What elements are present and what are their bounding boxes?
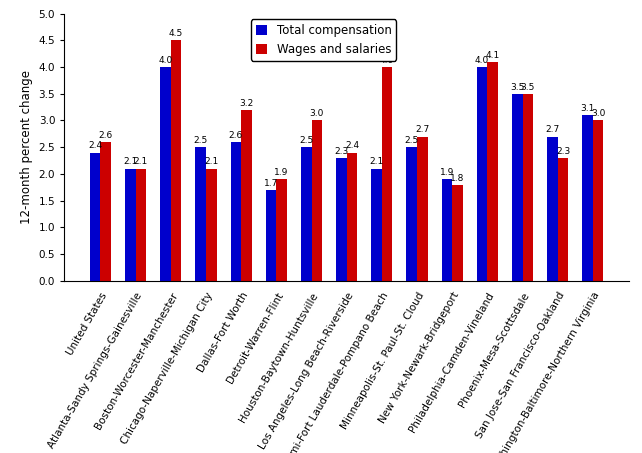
Text: 3.5: 3.5 — [521, 82, 535, 92]
Text: 1.7: 1.7 — [264, 179, 278, 188]
Bar — [582, 115, 593, 281]
Bar — [266, 190, 276, 281]
Text: 2.7: 2.7 — [545, 125, 560, 135]
Bar — [512, 94, 523, 281]
Bar — [311, 120, 322, 281]
Text: 3.0: 3.0 — [591, 109, 605, 118]
Text: 2.3: 2.3 — [334, 147, 349, 156]
Text: 2.4: 2.4 — [88, 141, 102, 150]
Bar — [160, 67, 171, 281]
Bar — [241, 110, 252, 281]
Text: 2.4: 2.4 — [345, 141, 359, 150]
Bar — [558, 158, 568, 281]
Text: 2.6: 2.6 — [229, 131, 243, 140]
Bar — [336, 158, 347, 281]
Text: 3.5: 3.5 — [510, 82, 525, 92]
Y-axis label: 12-month percent change: 12-month percent change — [20, 70, 33, 224]
Text: 4.1: 4.1 — [485, 51, 499, 59]
Bar — [406, 147, 417, 281]
Text: 2.3: 2.3 — [556, 147, 570, 156]
Bar — [195, 147, 206, 281]
Bar — [276, 179, 287, 281]
Bar — [347, 153, 357, 281]
Legend: Total compensation, Wages and salaries: Total compensation, Wages and salaries — [251, 19, 397, 61]
Text: 2.1: 2.1 — [369, 158, 384, 166]
Text: 4.0: 4.0 — [159, 56, 173, 65]
Bar — [171, 40, 181, 281]
Text: 1.8: 1.8 — [450, 173, 465, 183]
Bar — [371, 169, 382, 281]
Bar — [417, 136, 428, 281]
Text: 3.2: 3.2 — [239, 99, 254, 108]
Text: 2.7: 2.7 — [415, 125, 429, 135]
Text: 2.5: 2.5 — [194, 136, 208, 145]
Bar — [125, 169, 135, 281]
Text: 1.9: 1.9 — [274, 168, 289, 177]
Bar — [487, 62, 498, 281]
Bar — [382, 67, 392, 281]
Text: 4.0: 4.0 — [380, 56, 394, 65]
Bar — [477, 67, 487, 281]
Bar — [100, 142, 111, 281]
Text: 2.6: 2.6 — [99, 131, 113, 140]
Text: 2.1: 2.1 — [123, 158, 137, 166]
Bar — [230, 142, 241, 281]
Bar — [135, 169, 146, 281]
Text: 1.9: 1.9 — [440, 168, 454, 177]
Bar — [593, 120, 603, 281]
Text: 2.1: 2.1 — [134, 158, 148, 166]
Text: 4.0: 4.0 — [475, 56, 489, 65]
Text: 2.1: 2.1 — [204, 158, 218, 166]
Text: 4.5: 4.5 — [169, 29, 183, 38]
Text: 2.5: 2.5 — [299, 136, 313, 145]
Text: 3.1: 3.1 — [580, 104, 595, 113]
Text: 3.0: 3.0 — [309, 109, 324, 118]
Bar — [90, 153, 100, 281]
Bar — [452, 185, 463, 281]
Bar — [301, 147, 311, 281]
Bar — [442, 179, 452, 281]
Bar — [547, 136, 558, 281]
Bar — [206, 169, 216, 281]
Bar — [523, 94, 533, 281]
Text: 2.5: 2.5 — [404, 136, 419, 145]
